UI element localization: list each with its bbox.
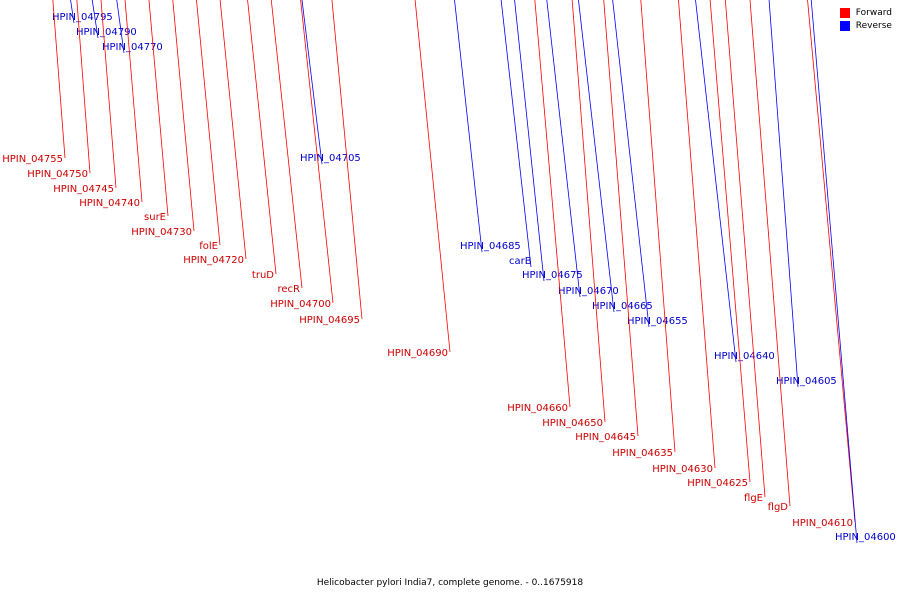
legend-forward-label: Forward: [855, 8, 892, 18]
gene-leader-line: [514, 0, 545, 282]
gene-label-hpin-04755[interactable]: HPIN_04755: [2, 154, 63, 165]
gene-label-layer: HPIN_04795 HPIN_04790 HPIN_04770 HPIN_04755…: [2, 0, 896, 544]
gene-label-fole[interactable]: folE: [199, 241, 218, 252]
gene-leader-line: [52, 0, 66, 159]
gene-leader-line: [807, 0, 856, 523]
gene-label-hpin-04650[interactable]: HPIN_04650: [542, 418, 603, 429]
gene-leader-line: [571, 0, 606, 423]
gene-label-hpin-04685[interactable]: HPIN_04685: [460, 241, 521, 252]
gene-leader-line: [810, 0, 858, 544]
gene-label-hpin-04660[interactable]: HPIN_04660: [507, 403, 568, 414]
gene-label-hpin-04750[interactable]: HPIN_04750: [27, 169, 88, 180]
gene-label-hpin-04630[interactable]: HPIN_04630: [652, 464, 713, 475]
gene-label-hpin-04635[interactable]: HPIN_04635: [612, 448, 673, 459]
gene-label-hpin-04745[interactable]: HPIN_04745: [53, 184, 114, 195]
gene-label-hpin-04605[interactable]: HPIN_04605: [776, 376, 837, 387]
gene-label-hpin-04625[interactable]: HPIN_04625: [687, 478, 748, 489]
gene-label-carb[interactable]: carB: [509, 256, 532, 267]
gene-label-hpin-04670[interactable]: HPIN_04670: [558, 286, 619, 297]
gene-label-hpin-04690[interactable]: HPIN_04690: [387, 348, 448, 359]
gene-label-hpin-04675[interactable]: HPIN_04675: [522, 270, 583, 281]
genome-caption: Helicobacter pylori India7, complete gen…: [316, 578, 584, 588]
forward-swatch: [839, 8, 850, 18]
legend: Forward Reverse: [839, 8, 892, 34]
gene-label-hpin-04665[interactable]: HPIN_04665: [592, 301, 653, 312]
gene-leader-line: [500, 0, 532, 268]
gene-label-hpin-04610[interactable]: HPIN_04610: [792, 518, 853, 529]
gene-leader-line: [546, 0, 581, 298]
gene-label-hpin-04700[interactable]: HPIN_04700: [270, 299, 331, 310]
gene-label-hpin-04790[interactable]: HPIN_04790: [76, 27, 137, 38]
gene-label-hpin-04720[interactable]: HPIN_04720: [183, 255, 244, 266]
gene-label-sure[interactable]: surE: [144, 212, 166, 223]
gene-label-hpin-04600[interactable]: HPIN_04600: [835, 532, 896, 543]
legend-reverse: Reverse: [839, 21, 892, 31]
gene-label-hpin-04640[interactable]: HPIN_04640: [714, 351, 775, 362]
gene-label-flge[interactable]: flgE: [744, 493, 763, 504]
gene-leader-line: [76, 0, 91, 174]
gene-label-hpin-04655[interactable]: HPIN_04655: [627, 316, 688, 327]
gene-leader-line: [695, 0, 737, 363]
gene-label-hpin-04740[interactable]: HPIN_04740: [79, 198, 140, 209]
gene-label-hpin-04795[interactable]: HPIN_04795: [52, 12, 113, 23]
gene-label-hpin-04645[interactable]: HPIN_04645: [575, 432, 636, 443]
gene-label-hpin-04705[interactable]: HPIN_04705: [300, 153, 361, 164]
gene-leader-line: [578, 0, 615, 313]
gene-label-flgd[interactable]: flgD: [768, 502, 789, 513]
legend-reverse-label: Reverse: [855, 21, 892, 31]
gene-label-trud[interactable]: truD: [252, 270, 274, 281]
gene-label-hpin-04695[interactable]: HPIN_04695: [299, 315, 360, 326]
gene-leader-line: [454, 0, 483, 253]
gene-leader-line: [534, 0, 571, 408]
gene-leader-line: [749, 0, 791, 507]
legend-forward: Forward: [839, 8, 892, 18]
gene-leader-line: [300, 0, 334, 304]
gene-label-hpin-04730[interactable]: HPIN_04730: [131, 227, 192, 238]
reverse-swatch: [839, 21, 850, 31]
gene-leader-line: [603, 0, 639, 437]
gene-label-recr[interactable]: recR: [278, 284, 301, 295]
gene-leader-line: [640, 0, 676, 453]
gene-label-hpin-04770[interactable]: HPIN_04770: [102, 42, 163, 53]
